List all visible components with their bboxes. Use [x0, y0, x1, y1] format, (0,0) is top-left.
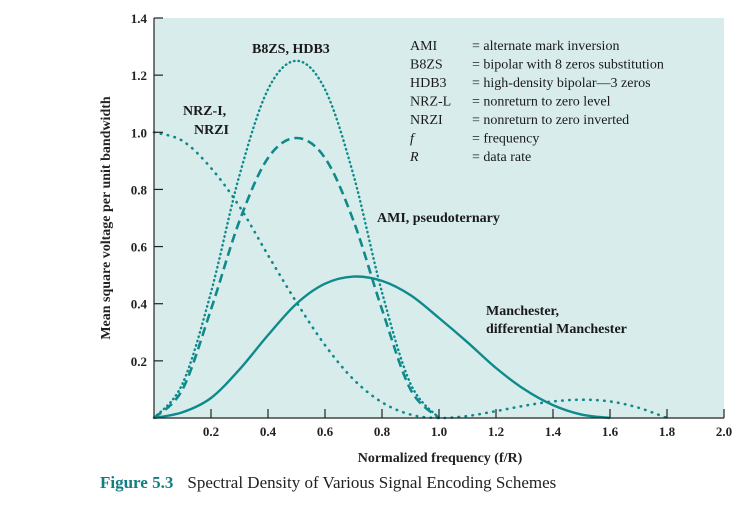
figure-caption: Figure 5.3 Spectral Density of Various Si… [100, 473, 556, 493]
spectral-density-chart: 0.2 0.4 0.6 0.8 1.0 1.2 1.4 1.6 1.8 2.0 0.2 0.4 0.6 0… [99, 11, 732, 466]
annotation-nrz-line2: NRZI [194, 123, 229, 138]
annotation-manchester-line2: differential Manchester [486, 322, 627, 337]
figure-number: Figure 5.3 [100, 473, 174, 492]
legend-abbreviation: R [409, 150, 419, 165]
figure-caption-text: Spectral Density of Various Signal Encod… [187, 473, 557, 492]
y-tick-label: 0.4 [131, 297, 148, 312]
legend-description: = frequency [472, 132, 539, 147]
y-tick-label: 0.2 [131, 354, 147, 369]
tick-layer: 0.2 0.4 0.6 0.8 1.0 1.2 1.4 1.6 1.8 2.0 0.2 0.4 0.6 0… [131, 11, 732, 439]
x-tick-label: 1.8 [659, 424, 676, 439]
legend-description: = bipolar with 8 zeros substitution [472, 58, 664, 73]
x-axis-label: Normalized frequency (f/R) [358, 451, 523, 466]
annotation-b8zs: B8ZS, HDB3 [252, 42, 330, 57]
legend-abbreviation: f [410, 132, 416, 147]
legend-abbreviation: NRZI [410, 113, 443, 128]
x-tick-label: 0.8 [374, 424, 391, 439]
x-tick-label: 1.2 [488, 424, 504, 439]
legend-description: = data rate [472, 150, 531, 165]
legend-description: = nonreturn to zero inverted [472, 113, 629, 128]
x-tick-label: 1.4 [545, 424, 562, 439]
y-tick-label: 1.2 [131, 68, 147, 83]
series-line-3 [153, 136, 440, 419]
series-line-4 [153, 275, 611, 420]
series-line-1 [152, 130, 669, 420]
annotation-ami: AMI, pseudoternary [377, 211, 500, 226]
legend-description: = alternate mark inversion [472, 39, 619, 54]
x-tick-label: 0.6 [317, 424, 334, 439]
legend-abbreviation: AMI [410, 39, 438, 54]
x-tick-label: 0.4 [260, 424, 277, 439]
x-tick-label: 1.0 [431, 424, 447, 439]
legend-abbreviation: HDB3 [410, 76, 447, 91]
legend-description: = nonreturn to zero level [472, 95, 611, 110]
y-tick-label: 1.4 [131, 11, 148, 26]
annotation-manchester-line1: Manchester, [486, 304, 559, 319]
annotation-nrz-line1: NRZ-I, [183, 104, 226, 119]
x-tick-label: 1.6 [602, 424, 619, 439]
series-layer [152, 59, 669, 420]
legend: AMI = alternate mark inversion B8ZS = bipol… [409, 39, 664, 165]
y-axis-label: Mean square voltage per unit bandwidth [99, 96, 114, 340]
plot-background [154, 18, 724, 418]
y-tick-label: 0.6 [131, 240, 148, 255]
legend-description: = high-density bipolar—3 zeros [472, 76, 651, 91]
y-tick-label: 0.8 [131, 182, 148, 197]
legend-abbreviation: B8ZS [410, 58, 443, 73]
legend-abbreviation: NRZ-L [410, 95, 451, 110]
x-tick-label: 0.2 [203, 424, 219, 439]
y-tick-label: 1.0 [131, 125, 147, 140]
x-tick-label: 2.0 [716, 424, 732, 439]
